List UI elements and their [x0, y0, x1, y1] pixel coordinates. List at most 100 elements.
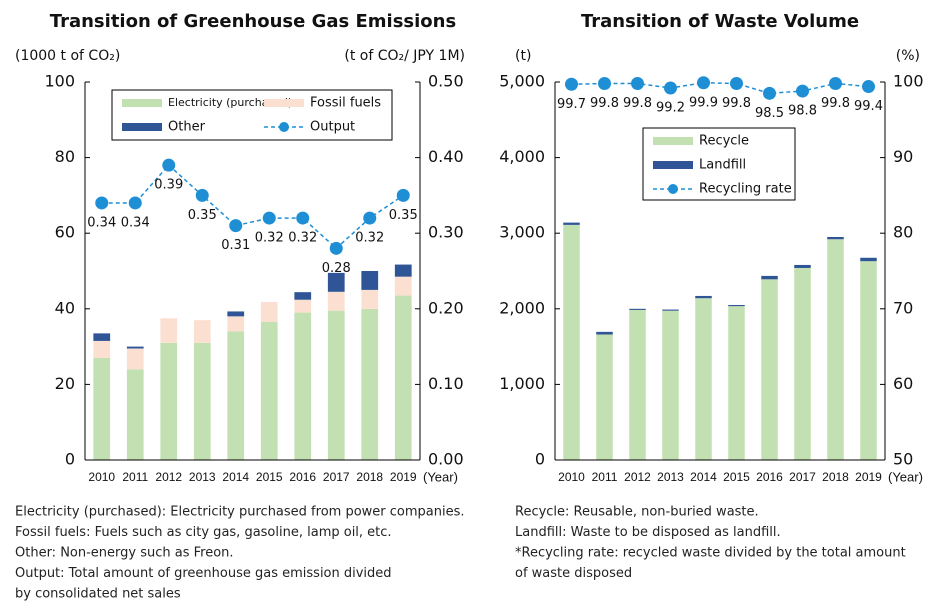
legend-label: Recycling rate: [699, 182, 792, 197]
y-axis-label: (t): [515, 48, 531, 64]
legend-swatch: [122, 123, 162, 131]
bar-segment: [294, 299, 312, 313]
note: Fossil fuels: Fuels such as city gas, ga…: [15, 525, 392, 540]
note: Recycle: Reusable, non-buried waste.: [515, 505, 759, 520]
bar-segment: [126, 369, 144, 460]
data-label: 98.5: [755, 106, 784, 121]
bar-segment: [629, 308, 646, 310]
bar-segment: [563, 222, 580, 225]
bar-segment: [394, 295, 412, 460]
legend-swatch: [122, 99, 162, 107]
y-tick-label: 3,000: [499, 223, 545, 242]
bar-segment: [695, 295, 712, 299]
data-label: 99.8: [623, 96, 652, 111]
legend-label: Landfill: [699, 158, 746, 173]
legend-label: Other: [168, 120, 206, 135]
x-axis-label: (Year): [888, 469, 923, 484]
x-tick-label: 2019: [855, 470, 882, 484]
point: [229, 219, 243, 233]
bar-segment: [193, 320, 211, 343]
data-label: 99.9: [689, 95, 718, 110]
bar-segment: [563, 224, 580, 460]
bar-segment: [794, 264, 811, 268]
data-label: 0.32: [355, 231, 384, 246]
legend: Electricity (purchased) Fossil fuels Other…: [111, 89, 393, 141]
point: [565, 77, 578, 91]
bar-segment: [294, 312, 312, 460]
bar-segment: [361, 271, 379, 290]
y2-tick-label: 0.50: [428, 72, 464, 91]
y-tick-label: 5,000: [499, 72, 545, 91]
legend-label: Recycle: [699, 134, 749, 149]
x-tick-label: 2016: [289, 470, 316, 484]
bar-segment: [193, 342, 211, 460]
bar-segment: [327, 310, 345, 460]
bar-segment: [394, 276, 412, 296]
y2-tick-label: 50: [893, 450, 913, 469]
y-axis-label: (1000 t of CO₂): [15, 48, 120, 64]
bar-segment: [160, 342, 178, 460]
bar-segment: [93, 357, 111, 460]
data-label: 99.8: [821, 96, 850, 111]
bar-segment: [227, 316, 245, 332]
bar-segment: [93, 333, 111, 341]
legend-label: Electricity (purchased): [168, 96, 292, 109]
y-tick-label: 100: [44, 72, 75, 91]
legend-swatch: [653, 161, 693, 169]
note: Output: Total amount of greenhouse gas e…: [15, 566, 392, 581]
legend-box: [111, 89, 393, 141]
bar-segment: [662, 310, 679, 460]
bar-segment: [827, 239, 844, 460]
y2-tick-label: 0.20: [428, 298, 464, 317]
chart-title: Transition of Greenhouse Gas Emissions: [50, 11, 456, 32]
point: [631, 77, 644, 91]
note: *Recycling rate: recycled waste divided …: [515, 546, 906, 561]
x-tick-label: 2013: [657, 470, 684, 484]
x-tick-label: 2010: [88, 470, 115, 484]
bar-segment: [160, 318, 178, 343]
note: by consolidated net sales: [15, 587, 181, 602]
y2-axis-label: (%): [896, 48, 920, 64]
y2-axis-label: (t of CO₂/ JPY 1M): [344, 48, 465, 64]
x-tick-label: 2012: [155, 470, 182, 484]
bar-segment: [761, 275, 778, 280]
x-tick-label: 2017: [789, 470, 816, 484]
bar-segment: [860, 257, 877, 262]
y2-tick-label: 0.30: [428, 223, 464, 242]
x-tick-label: 2013: [189, 470, 216, 484]
note: of waste disposed: [515, 566, 632, 581]
data-label: 99.8: [722, 96, 751, 111]
bar-segment: [327, 291, 345, 311]
point: [396, 188, 410, 202]
bar-segment: [260, 322, 278, 460]
data-label: 99.7: [557, 97, 586, 112]
bar-segment: [394, 264, 412, 277]
line: [101, 164, 404, 250]
data-label: 0.32: [255, 231, 284, 246]
bar-segment: [361, 289, 379, 309]
data-label: 99.2: [656, 101, 685, 116]
x-tick-label: 2018: [822, 470, 849, 484]
legend-point: [279, 122, 289, 132]
bar-segment: [227, 331, 245, 460]
x-tick-label: 2011: [122, 470, 148, 484]
note: Electricity (purchased): Electricity pur…: [15, 505, 465, 520]
x-tick-label: 2014: [690, 470, 717, 484]
data-label: 0.31: [221, 238, 250, 253]
point: [763, 86, 776, 100]
data-label: 0.34: [121, 215, 150, 230]
point: [162, 158, 176, 172]
x-tick-label: 2019: [390, 470, 417, 484]
note: Landfill: Waste to be disposed as landfi…: [515, 525, 781, 540]
bar-segment: [695, 298, 712, 460]
x-tick-label: 2018: [356, 470, 383, 484]
data-label: 0.35: [389, 208, 418, 223]
legend-point: [668, 184, 678, 194]
y2-tick-label: 0.10: [428, 374, 464, 393]
x-tick-label: 2015: [256, 470, 283, 484]
x-tick-label: 2010: [558, 470, 585, 484]
data-label: 0.34: [87, 215, 116, 230]
point: [730, 77, 743, 91]
y2-tick-label: 70: [893, 298, 913, 317]
y-tick-label: 80: [55, 147, 75, 166]
